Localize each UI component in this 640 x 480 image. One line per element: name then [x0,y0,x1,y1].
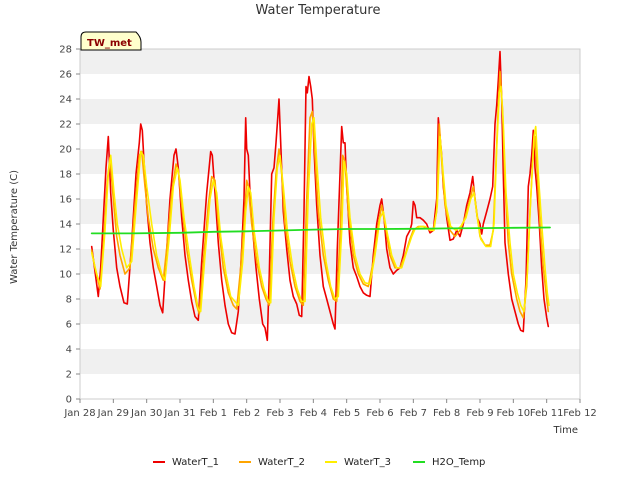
y-axis-label: Water Temperature (C) [9,170,20,284]
series-line-h2o-temp [90,226,551,235]
y-tick-label: 22 [59,120,72,131]
y-tick-label: 24 [59,95,72,106]
background-band [80,374,580,399]
y-tick-label: 28 [59,45,72,56]
y-tick-label: 2 [66,370,72,381]
x-tick-label: Feb 3 [266,408,293,419]
background-band [80,249,580,274]
background-band [80,124,580,149]
station-badge-box [80,31,142,51]
x-axis-ticks: Jan 28 Jan 29 Jan 30 Jan 31 Feb 1 Feb 2 Feb 3 F… [63,399,597,419]
station-badge-label: TW_met [87,38,132,49]
background-band [80,49,580,74]
y-tick-label: 26 [59,70,72,81]
x-tick-label: Jan 28 [63,408,95,419]
x-tick-label: Jan 31 [163,408,195,419]
x-tick-label: Feb 11 [530,408,564,419]
station-badge: TW_met [80,31,142,51]
background-band [80,324,580,349]
background-band [80,74,580,99]
x-tick-label: Feb 1 [200,408,227,419]
legend-label-watert-2: WaterT_2 [258,457,305,468]
series-line-watert-3 [90,85,550,313]
y-tick-label: 12 [59,245,72,256]
background-band [80,199,580,224]
x-tick-label: Feb 4 [300,408,327,419]
chart-title: Water Temperature [256,3,381,18]
background-band [80,174,580,199]
x-axis-label: Time [553,425,578,436]
x-tick-label: Feb 5 [333,408,360,419]
x-tick-label: Feb 6 [366,408,393,419]
legend-label-h2o-temp: H2O_Temp [432,457,485,468]
y-tick-label: 14 [59,220,72,231]
y-tick-label: 4 [66,345,72,356]
y-tick-label: 8 [66,295,72,306]
y-tick-label: 16 [59,195,72,206]
x-tick-label: Jan 29 [97,408,129,419]
y-tick-label: 20 [59,145,72,156]
x-tick-label: Feb 7 [400,408,427,419]
legend-label-watert-3: WaterT_3 [344,457,391,468]
x-tick-label: Feb 2 [233,408,260,419]
background-band [80,349,580,374]
x-tick-label: Jan 30 [130,408,162,419]
y-tick-label: 0 [66,395,72,406]
series-lines [90,50,551,342]
y-tick-label: 18 [59,170,72,181]
x-tick-label: Feb 9 [466,408,493,419]
x-tick-label: Feb 12 [563,408,597,419]
legend-label-watert-1: WaterT_1 [172,457,219,468]
legend: WaterT_1 WaterT_2 WaterT_3 H2O_Temp [153,457,485,468]
x-tick-label: Feb 8 [433,408,460,419]
background-band [80,99,580,124]
y-tick-label: 6 [66,320,72,331]
series-line-watert-1 [90,50,550,342]
y-tick-label: 10 [59,270,72,281]
x-tick-label: Feb 10 [497,408,531,419]
